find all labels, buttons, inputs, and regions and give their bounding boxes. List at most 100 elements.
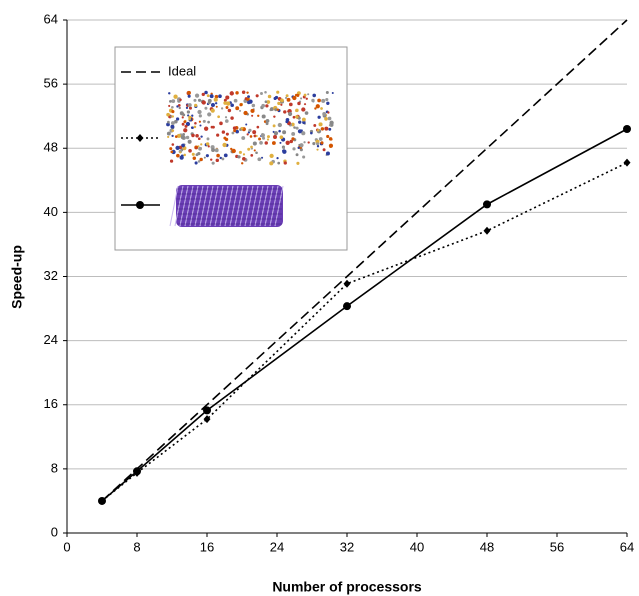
molecule-atom [173, 94, 178, 99]
molecule-atom [179, 151, 182, 154]
molecule-atom [260, 133, 265, 138]
molecule-atom [187, 139, 192, 144]
molecule-atom [311, 98, 315, 103]
molecule-atom [171, 99, 176, 104]
molecule-atom [298, 143, 301, 147]
molecule-atom [219, 156, 222, 160]
nanotube-stripe [184, 185, 194, 227]
molecule-atom [315, 139, 320, 144]
molecule-atom [188, 106, 192, 110]
molecule-atom [191, 114, 194, 117]
molecule-atom [316, 148, 319, 151]
molecule-atom [316, 142, 320, 146]
molecule-atom [292, 115, 296, 119]
molecule-atom [285, 140, 290, 145]
molecule-atom [292, 147, 296, 151]
molecule-atom [295, 153, 299, 157]
molecule-atom [216, 153, 220, 158]
molecule-atom [210, 158, 213, 161]
molecule-atom [273, 134, 278, 139]
molecule-atom [305, 97, 308, 100]
molecule-atom [219, 121, 223, 126]
molecule-atom [326, 134, 330, 139]
molecule-atom [250, 154, 254, 157]
molecule-atom [184, 124, 188, 128]
molecule-atom [194, 93, 200, 98]
x-tick-label: 40 [410, 539, 424, 554]
molecule-atom [313, 124, 317, 127]
molecule-atom [277, 101, 281, 106]
molecule-atom [242, 157, 246, 161]
molecule-atom [204, 106, 208, 110]
molecule-atom [188, 148, 192, 153]
molecule-atom [285, 120, 289, 124]
point [623, 125, 631, 134]
molecule-atom [296, 161, 300, 165]
molecule-atom [287, 110, 290, 113]
molecule-atom [169, 99, 172, 103]
molecule-atom [235, 106, 240, 111]
molecule-atom [192, 156, 197, 161]
molecule-atom [249, 135, 253, 138]
molecule-atom [221, 157, 225, 161]
molecule-atom [195, 134, 199, 138]
molecule-atom [267, 135, 270, 139]
molecule-atom [269, 161, 274, 166]
molecule-atom [273, 115, 276, 118]
molecule-atom [318, 122, 323, 127]
molecule-atom [167, 120, 170, 124]
molecule-atom [237, 155, 241, 159]
legend: Ideal [114, 46, 348, 251]
molecule-atom [325, 97, 329, 102]
nanotube-stripe [219, 185, 229, 227]
molecule-atom [317, 115, 321, 119]
molecule-atom [285, 94, 289, 98]
molecule-atom [188, 117, 191, 121]
molecule-atom [280, 103, 283, 106]
point [98, 496, 106, 505]
y-tick-label: 16 [44, 396, 58, 411]
molecule-atom [256, 125, 260, 129]
molecule-atom [211, 148, 216, 152]
nanotube-stripe [239, 185, 249, 227]
molecule-atom [197, 160, 201, 163]
molecule-atom [227, 108, 232, 113]
molecule-atom [166, 122, 170, 127]
molecule-atom [179, 98, 182, 102]
molecule-atom [291, 137, 295, 141]
molecule-atom [181, 116, 184, 119]
series-line [101, 19, 628, 502]
x-tick-label: 16 [200, 539, 214, 554]
molecule-atom [239, 103, 243, 107]
molecule-atom [223, 101, 227, 105]
molecule-atom [276, 90, 280, 94]
molecule-atom [328, 143, 334, 148]
molecule-atom [242, 153, 246, 156]
molecule-atom [302, 155, 306, 159]
molecule-atom [269, 107, 274, 111]
molecule-atom [302, 120, 306, 125]
molecule-atom [246, 133, 249, 136]
molecule-atom [185, 135, 190, 140]
molecule-atom [246, 97, 250, 102]
molecule-atom [187, 94, 191, 98]
molecule-atom [171, 115, 174, 118]
molecule-atom [255, 151, 258, 155]
molecule-atom [210, 125, 214, 129]
molecule-atom [180, 135, 185, 140]
molecule-atom [175, 145, 180, 151]
molecule-atom [206, 94, 210, 98]
molecule-atom [328, 127, 332, 131]
molecule-atom [257, 114, 260, 117]
molecule-atom [326, 101, 330, 105]
molecule-atom [170, 150, 174, 154]
molecule-atom [272, 124, 276, 128]
molecule-atom [320, 141, 324, 145]
molecule-atom [299, 143, 304, 148]
molecule-atom [171, 134, 174, 138]
molecule-atom [225, 95, 230, 100]
molecule-atom [213, 97, 218, 102]
molecule-atom [286, 97, 291, 102]
molecule-atom [273, 131, 279, 136]
molecule-atom [279, 141, 282, 144]
